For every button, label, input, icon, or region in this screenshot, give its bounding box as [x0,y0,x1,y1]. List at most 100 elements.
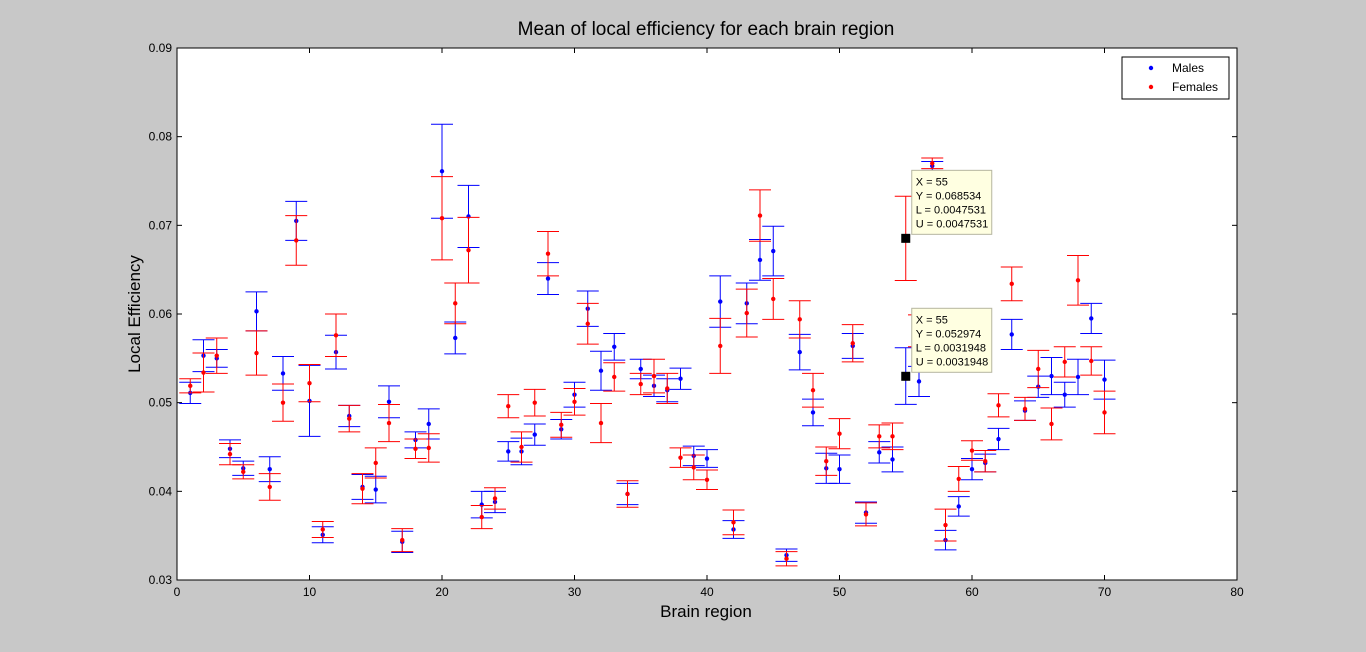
legend-males-marker [1148,65,1154,71]
data-point [612,374,617,380]
data-point [426,445,431,451]
data-point [426,421,431,427]
data-point [969,466,975,472]
data-point [797,349,802,355]
data-point [824,458,829,464]
x-tick-label: 20 [435,585,449,599]
data-point [506,449,511,454]
y-tick-label: 0.03 [149,573,173,587]
y-tick-label: 0.06 [149,307,173,321]
data-point [333,333,339,338]
data-point [837,466,842,472]
data-point [585,321,590,326]
data-point [373,487,378,492]
data-point [1075,278,1081,283]
data-point [956,504,961,509]
data-point [983,458,988,464]
data-point [413,446,418,451]
data-point [598,368,604,373]
data-tips[interactable]: X = 55 Y = 0.068534 L = 0.0047531 U = 0.004… [901,169,993,381]
data-point [638,381,643,387]
data-point [850,341,855,346]
y-tick-label: 0.04 [149,484,173,498]
data-point [1062,359,1067,365]
datatip[interactable]: X = 55 Y = 0.068534 L = 0.0047531 U = 0.004… [901,169,993,243]
data-point [280,400,286,405]
data-point [757,257,763,263]
data-point [532,400,537,405]
legend-females-marker [1148,84,1154,90]
data-point [704,456,710,461]
data-point [1009,281,1014,287]
datatip-y-text: Y = 0.068534 [916,190,982,202]
data-point [453,301,458,306]
x-tick-label: 0 [174,585,181,599]
axis-ticks: 0 10 20 30 40 50 60 70 80 0.03 0.04 0.05 0.06 0.07 0.0… [149,41,1244,599]
data-point [625,491,630,497]
x-tick-label: 80 [1230,585,1244,599]
x-tick-label: 50 [833,585,847,599]
data-point [996,436,1001,442]
x-tick-label: 60 [965,585,979,599]
data-point [466,247,471,253]
data-point [810,388,816,393]
data-point [1049,421,1054,427]
data-point [969,448,975,453]
data-point [651,373,657,379]
data-point [320,527,325,532]
data-point [598,420,604,426]
data-point [439,169,445,174]
data-point [863,512,869,517]
data-point [1062,392,1067,397]
data-point [453,335,458,341]
data-point [492,496,498,501]
data-point [267,466,272,472]
y-tick-label: 0.07 [149,218,173,232]
data-point [890,457,895,462]
series-females [179,157,1116,567]
legend-females-label: Females [1172,80,1218,94]
datatip[interactable]: X = 55 Y = 0.052974 L = 0.0031948 U = 0.003… [901,307,993,381]
data-point [254,350,259,356]
datatip-marker[interactable] [901,233,911,243]
datatip-x-text: X = 55 [916,314,948,326]
data-point [943,522,948,528]
datatip-u-text: U = 0.0031948 [916,356,988,368]
data-point [837,431,842,436]
datatip-marker[interactable] [901,371,911,381]
data-point [916,379,922,384]
data-point [1102,410,1107,415]
data-point [201,370,206,375]
data-marks [179,123,1116,567]
data-point [665,386,670,391]
data-point [890,434,895,439]
datatip-box [911,169,993,235]
data-point [214,353,219,358]
datatip-u-text: U = 0.0047531 [916,218,988,230]
data-point [930,161,935,166]
legend-males-label: Males [1172,61,1204,75]
data-point [347,416,352,421]
plot-area [176,47,1238,581]
x-tick-label: 40 [700,585,714,599]
datatip-box [911,307,993,373]
data-point [638,366,643,372]
data-point [784,556,789,561]
data-point [241,469,246,475]
datatip-l-text: L = 0.0047531 [916,204,986,216]
data-point [254,309,259,314]
x-tick-label: 30 [568,585,582,599]
legend: Males Females [1121,56,1230,100]
data-point [771,248,776,254]
data-point [704,477,710,483]
data-point [678,376,683,381]
y-tick-label: 0.09 [149,41,173,55]
data-point [1022,406,1028,412]
data-point [545,276,551,281]
data-point [545,251,551,256]
data-point [691,465,696,470]
data-point [506,404,511,409]
data-point [1009,332,1014,337]
data-point [996,403,1001,408]
